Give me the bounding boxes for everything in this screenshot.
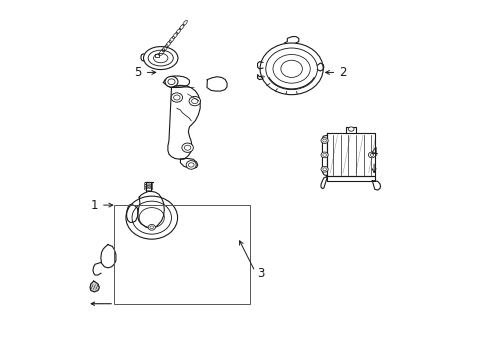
Polygon shape	[155, 54, 159, 57]
Polygon shape	[138, 192, 164, 228]
Polygon shape	[90, 281, 99, 292]
Polygon shape	[101, 244, 116, 268]
Polygon shape	[163, 76, 190, 87]
Ellipse shape	[260, 43, 323, 95]
Text: 4: 4	[370, 146, 378, 159]
Polygon shape	[372, 181, 381, 190]
Polygon shape	[168, 85, 200, 159]
Ellipse shape	[321, 138, 328, 143]
Ellipse shape	[321, 166, 328, 172]
Ellipse shape	[368, 152, 375, 158]
Text: 5: 5	[134, 66, 142, 79]
Ellipse shape	[321, 152, 328, 158]
Ellipse shape	[144, 46, 178, 69]
Text: 3: 3	[257, 267, 265, 280]
Ellipse shape	[182, 143, 194, 152]
Polygon shape	[321, 176, 327, 189]
Polygon shape	[180, 158, 197, 168]
Ellipse shape	[165, 76, 178, 87]
Polygon shape	[126, 204, 138, 222]
Text: 1: 1	[91, 199, 98, 212]
Ellipse shape	[189, 96, 200, 106]
Polygon shape	[327, 176, 375, 181]
Ellipse shape	[348, 127, 354, 131]
Ellipse shape	[186, 161, 196, 169]
Polygon shape	[322, 135, 327, 176]
Polygon shape	[207, 77, 227, 91]
Ellipse shape	[126, 196, 177, 239]
Ellipse shape	[171, 93, 183, 102]
Ellipse shape	[148, 225, 155, 230]
Text: 2: 2	[339, 66, 346, 79]
Polygon shape	[327, 134, 375, 176]
